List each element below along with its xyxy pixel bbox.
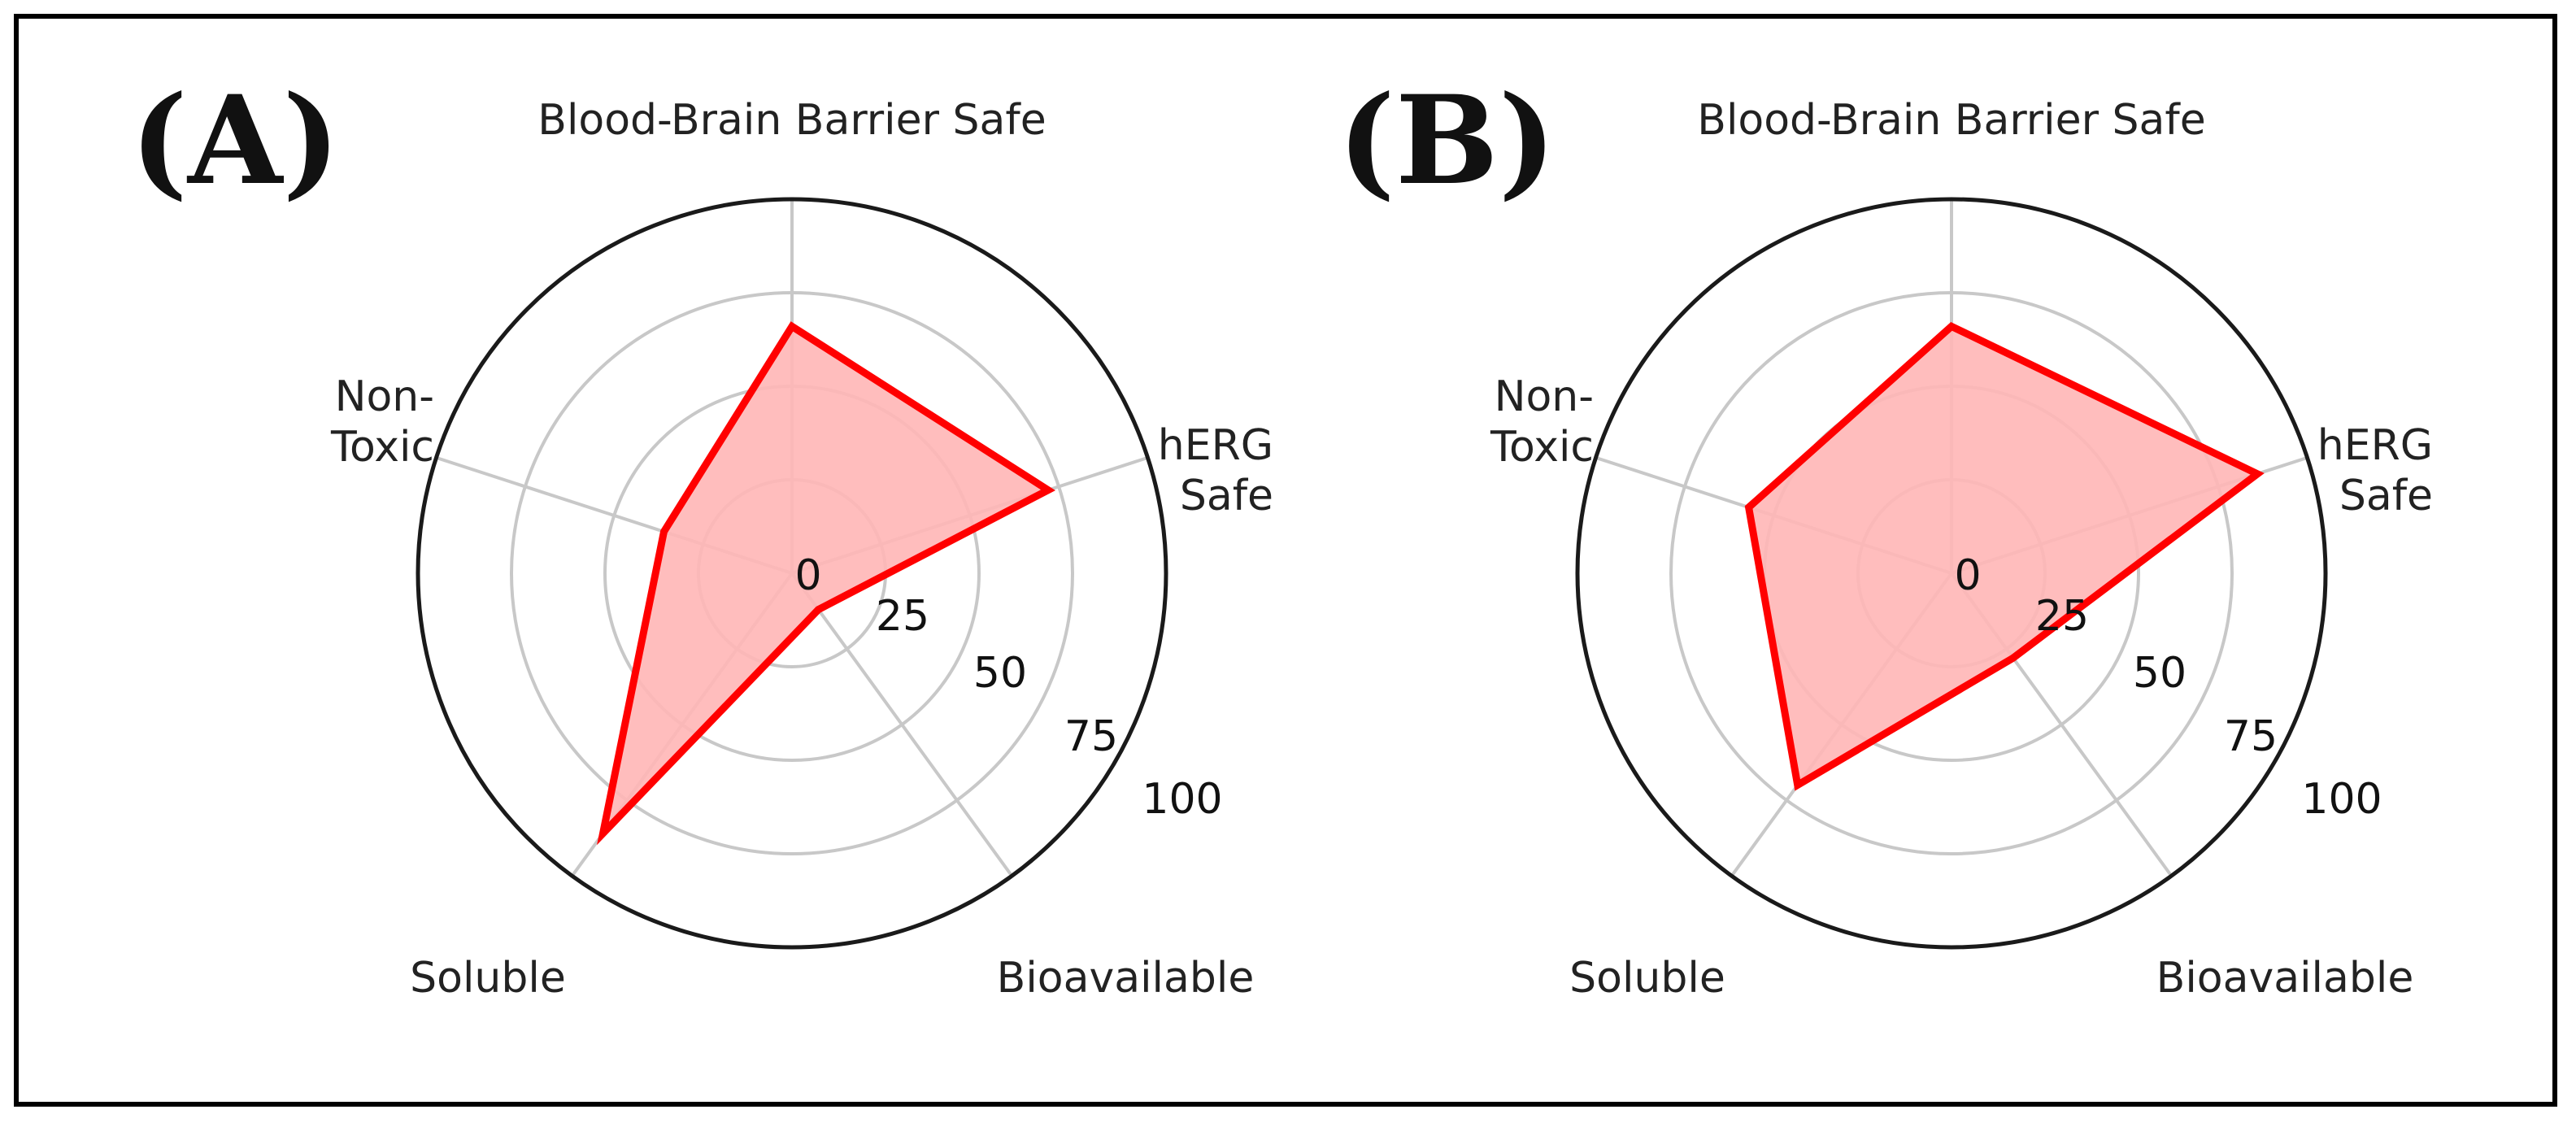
radar-panel-a: (A) 0 25 50 75 100 Blood-Brain Barrier Safe hER…: [130, 69, 1273, 1003]
data-polygon: [1744, 322, 2265, 791]
panel-label: (A): [130, 69, 340, 212]
axis-label: Bioavailable: [997, 954, 1255, 1003]
tick-label: 25: [876, 592, 929, 641]
axis-label: Non-Toxic: [330, 372, 434, 472]
axis-label: Soluble: [410, 954, 566, 1003]
tick-label: 50: [973, 649, 1027, 698]
tick-label: 0: [1954, 551, 1981, 600]
tick-label: 75: [1064, 712, 1118, 761]
axis-label: Soluble: [1569, 954, 1725, 1003]
tick-label: 0: [794, 551, 821, 600]
axis-label: Blood-Brain Barrier Safe: [537, 96, 1046, 145]
axis-label: Blood-Brain Barrier Safe: [1697, 96, 2205, 145]
radar-spoke: [790, 572, 1013, 877]
tick-label: 50: [2133, 649, 2187, 698]
data-polygon: [597, 321, 1055, 846]
tick-label: 100: [2301, 775, 2382, 824]
tick-label: 25: [2035, 592, 2089, 641]
tick-label: 75: [2224, 712, 2278, 761]
tick-label: 100: [1142, 775, 1222, 824]
figure-frame: [14, 14, 2557, 1107]
axis-label: Non-Toxic: [1490, 372, 1594, 472]
axis-label: hERG Safe: [1158, 421, 1273, 520]
axis-label: hERG Safe: [2317, 421, 2433, 520]
radar-panel-b: (B) 0 25 50 75 100 Blood-Brain Barrier Safe hER…: [1338, 69, 2433, 1003]
outer-ring: [1575, 197, 2328, 950]
outer-ring: [416, 197, 1168, 950]
panel-label: (B): [1338, 69, 1556, 212]
axis-label: Bioavailable: [2156, 954, 2414, 1003]
